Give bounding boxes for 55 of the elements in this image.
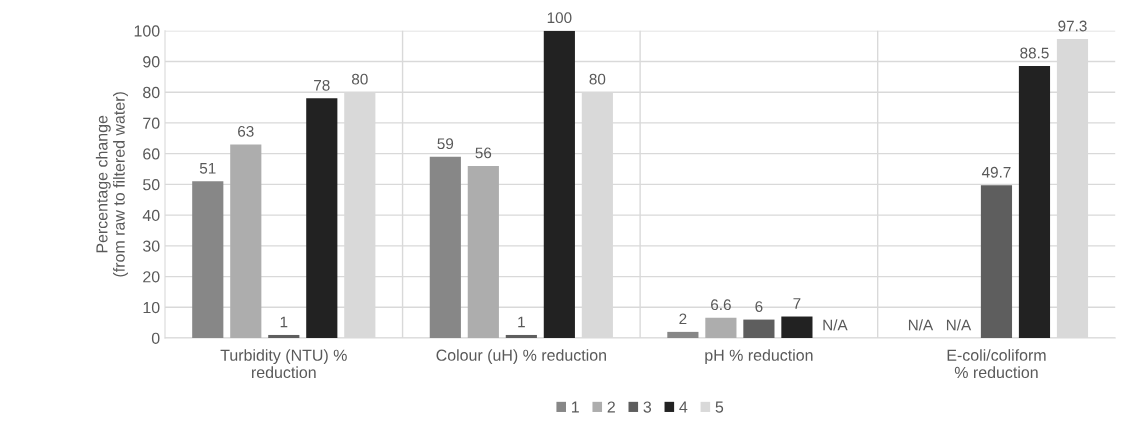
data-label: 51	[199, 163, 216, 174]
bar	[705, 317, 737, 339]
data-label: 2	[679, 313, 687, 325]
bar	[268, 334, 300, 339]
y-tick-label: 30	[142, 240, 160, 252]
y-tick-label: 50	[143, 179, 160, 191]
data-label: 80	[351, 73, 368, 85]
y-tick-label: 80	[143, 86, 160, 99]
data-label: 100	[547, 12, 572, 24]
data-label: 7	[793, 298, 801, 309]
bar	[306, 98, 338, 339]
legend-label: 3	[643, 401, 652, 413]
data-label: 80	[589, 73, 606, 85]
data-label: 1	[518, 316, 525, 328]
bar	[980, 185, 1013, 339]
y-tick-label: 20	[143, 271, 160, 283]
y-axis-title: Percentage change (from raw to filtered water)	[95, 92, 128, 277]
data-label: 88.5	[1020, 47, 1049, 59]
text: N/A	[823, 319, 848, 331]
bar	[743, 319, 775, 339]
legend-label: 4	[679, 401, 688, 413]
bar	[192, 181, 224, 339]
y-tick-label: 10	[143, 301, 160, 314]
bar	[467, 165, 499, 339]
bar	[667, 331, 699, 339]
data-label: 56	[475, 147, 492, 159]
bar	[781, 316, 813, 339]
bar	[1018, 66, 1051, 339]
x-tick-label: pH % reduction	[705, 349, 813, 365]
y-tick-label: 40	[142, 209, 160, 222]
y-tick-label: 60	[143, 148, 160, 160]
bar	[505, 334, 537, 339]
y-tick-label: 0	[151, 332, 160, 344]
data-label: 97.3	[1058, 20, 1087, 32]
legend-label: 1	[572, 401, 579, 413]
y-tick-label: 90	[143, 56, 160, 68]
bar	[230, 144, 262, 339]
y-tick-label: 100	[134, 25, 160, 37]
data-label: 1	[280, 316, 288, 328]
x-tick-label: E-coli/coliform % reduction	[947, 349, 1046, 379]
legend-label: 2	[607, 401, 615, 413]
text: N/A	[946, 319, 972, 331]
bar	[429, 156, 461, 339]
text: N/A	[908, 319, 934, 331]
data-label: 63	[238, 125, 254, 137]
data-label: 59	[437, 138, 454, 150]
data-label: 49.7	[981, 166, 1011, 178]
data-label: 78	[314, 79, 330, 91]
bar	[543, 30, 575, 339]
y-tick-label: 70	[143, 117, 160, 129]
x-tick-label: Turbidity (NTU) % reduction	[220, 349, 347, 379]
data-label: 6.6	[711, 299, 731, 311]
x-tick-label: Colour (uH) % reduction	[436, 349, 606, 365]
legend-label: 5	[715, 401, 724, 413]
data-label: 6	[755, 301, 763, 312]
